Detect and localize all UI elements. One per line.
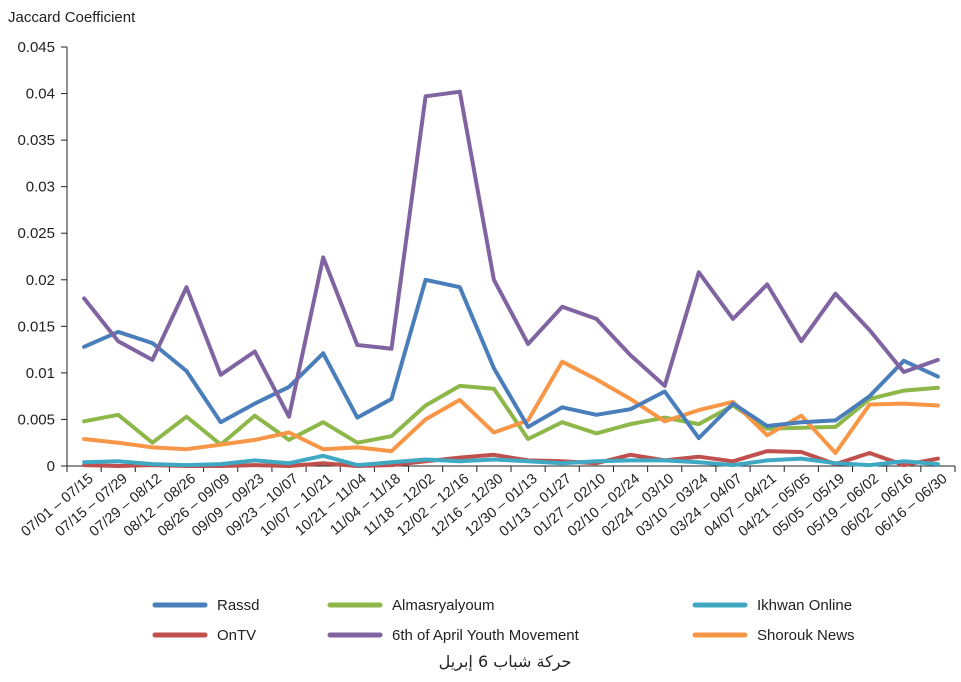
legend-label: OnTV [217,627,256,644]
legend-label: 6th of April Youth Movement [392,627,580,644]
y-tick-label: 0.02 [26,272,55,289]
y-tick-label: 0 [47,458,55,475]
y-tick-label: 0.005 [17,411,55,428]
legend-item: Almasryalyoum [327,597,495,614]
chart-caption: حركة شباب 6 إبريل [439,652,572,672]
y-tick-label: 0.01 [26,365,55,382]
series-line-6th-of-april-youth-movement [82,89,940,419]
y-axis-label: Jaccard Coefficient [8,9,136,26]
legend-item: Rassd [152,597,260,614]
series-lines [82,89,940,468]
y-tick-label: 0.035 [17,132,55,149]
legend-label: Shorouk News [757,627,855,644]
legend: Rassd Almasryalyoum Ikhwan Online OnTV 6th o… [152,597,855,644]
legend-label: Ikhwan Online [757,597,852,614]
legend-label: Almasryalyoum [392,597,495,614]
series-line-almasryalyoum [82,383,940,447]
series-line-ontv [82,449,940,468]
y-tick-label: 0.015 [17,318,55,335]
legend-item: OnTV [152,627,256,644]
y-tick-label: 0.025 [17,225,55,242]
y-tick-label: 0.03 [26,179,55,196]
legend-label: Rassd [217,597,260,614]
y-tick-label: 0.045 [17,39,55,56]
y-ticks: 0 0.005 0.01 0.015 0.02 0.025 0.03 0.035 0.04 0.0… [17,39,67,475]
legend-item: 6th of April Youth Movement [327,627,580,644]
axes [66,47,955,467]
series-line-rassd [82,277,940,441]
series-line-ikhwan-online [82,453,940,468]
legend-item: Ikhwan Online [692,597,852,614]
series-line-shorouk-news [82,359,940,455]
y-tick-label: 0.04 [26,86,55,103]
legend-item: Shorouk News [692,627,855,644]
